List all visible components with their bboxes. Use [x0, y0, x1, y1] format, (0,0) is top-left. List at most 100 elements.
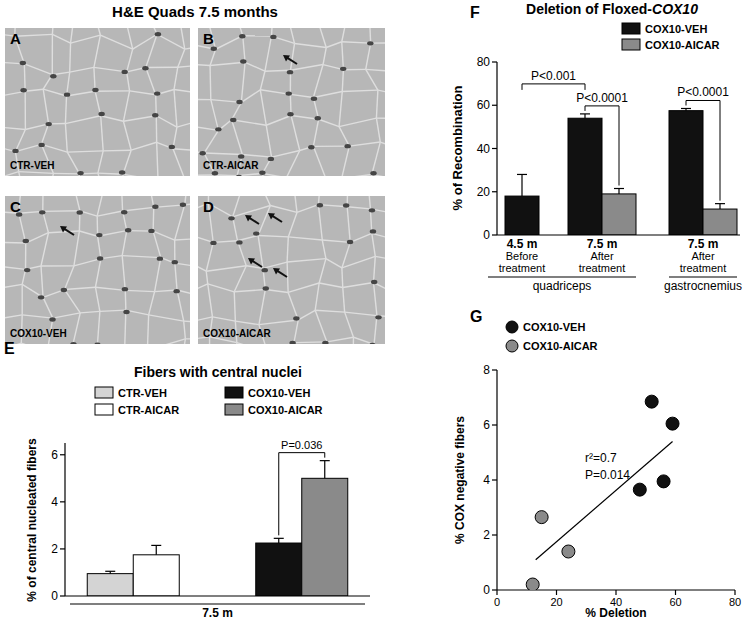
fiber-edge [42, 196, 44, 211]
panel-label: COX10-VEH [10, 328, 67, 339]
fiber-edge [260, 196, 270, 206]
x-tick [734, 590, 735, 595]
nucleus [211, 47, 217, 51]
nucleus [97, 256, 103, 260]
error-cap [274, 538, 284, 539]
fiber-edge [234, 290, 265, 292]
fiber-edge [341, 268, 343, 288]
fiber-edge [41, 233, 48, 266]
fiber-edge [123, 207, 154, 211]
x-tick-line: 4.5 m [507, 237, 538, 251]
nucleus [287, 112, 293, 116]
fiber-edge [315, 283, 319, 310]
fiber-edge [339, 92, 342, 127]
fiber-edge [342, 28, 348, 42]
fiber-edge [101, 116, 124, 122]
nucleus [370, 171, 376, 175]
bar [302, 478, 348, 596]
y-tick-label: 6 [483, 418, 490, 432]
fiber-edge [80, 311, 100, 313]
fiber-edge [175, 263, 177, 290]
nucleus [50, 74, 56, 78]
fiber-edge [380, 142, 385, 151]
fiber-edge [185, 44, 190, 49]
fiber-edge [41, 265, 74, 266]
legend-swatch [622, 39, 640, 50]
nucleus [154, 91, 160, 95]
fiber-edge [70, 67, 94, 72]
fiber-edge [369, 28, 370, 43]
error-cap [517, 174, 527, 175]
fiber-edge [93, 28, 100, 35]
fiber-edge [100, 310, 126, 311]
fiber-edge [313, 145, 349, 147]
legend-swatch [225, 404, 243, 415]
fiber-edge [53, 173, 79, 175]
fiber-edge [95, 287, 99, 311]
x-tick-line: treatment [499, 262, 545, 274]
nucleus [347, 240, 353, 244]
fiber-edge [291, 65, 324, 71]
fiber-edge [245, 62, 265, 71]
x-label: 7.5 m [202, 606, 233, 620]
nucleus [199, 151, 205, 155]
micrograph [198, 28, 385, 176]
fiber-edge [215, 174, 237, 176]
fiber-edge [95, 259, 100, 288]
panel-label: CTR-VEH [10, 160, 54, 171]
fiber-edge [291, 115, 300, 150]
fiber-edge [74, 259, 101, 266]
bar [669, 111, 703, 235]
fiber-edge [233, 206, 271, 217]
fiber-edge [198, 99, 211, 101]
fiber-edge [98, 236, 101, 258]
y-tick [60, 454, 65, 455]
nucleus [308, 145, 314, 149]
arrow-head [248, 258, 255, 265]
fiber-edge [290, 94, 313, 97]
fiber-edge [65, 287, 96, 289]
fiber-edge [265, 36, 272, 71]
nucleus [340, 67, 346, 71]
fiber-edge [297, 205, 318, 213]
fiber-edge [53, 313, 80, 318]
fiber-edge [198, 231, 213, 242]
fiber-edge [211, 100, 219, 131]
fiber-edge [291, 43, 295, 70]
y-tick-label: 60 [477, 98, 491, 112]
legend-label: COX10-VEH [645, 23, 707, 35]
fiber-edge [5, 265, 26, 270]
y-tick [492, 534, 497, 535]
panel-letter: D [203, 198, 214, 215]
plot-area [87, 461, 348, 596]
fiber-edge [131, 142, 157, 150]
fiber-edge [175, 205, 185, 240]
nucleus [253, 231, 259, 235]
arrow [64, 229, 74, 235]
fiber-edge [125, 28, 133, 49]
fiber-edge [209, 66, 211, 100]
error-bar [324, 461, 325, 479]
arrow-head [268, 213, 275, 220]
nucleus [180, 203, 186, 207]
x-axis [497, 234, 740, 235]
fiber-edge [178, 64, 190, 67]
y-tick-label: 40 [477, 142, 491, 156]
fiber-edge [73, 313, 80, 344]
fiber-edge [234, 266, 246, 292]
fiber-edge [288, 292, 298, 320]
legend-label: CTR-VEH [118, 387, 167, 399]
fiber-edge [95, 287, 125, 290]
x-tick-label: 7.5 mAftertreatment [579, 237, 625, 274]
fiber-edge [125, 310, 126, 344]
arrow [287, 58, 297, 64]
nucleus [270, 35, 276, 39]
fiber-edge [212, 317, 235, 321]
nucleus [343, 203, 349, 207]
fiber-edge [24, 91, 26, 129]
trend-line [536, 442, 673, 560]
fiber-edge [122, 231, 127, 256]
fiber-edge [265, 290, 288, 293]
fiber-edge [208, 284, 213, 317]
figure-title: H&E Quads 7.5 months [112, 3, 278, 20]
